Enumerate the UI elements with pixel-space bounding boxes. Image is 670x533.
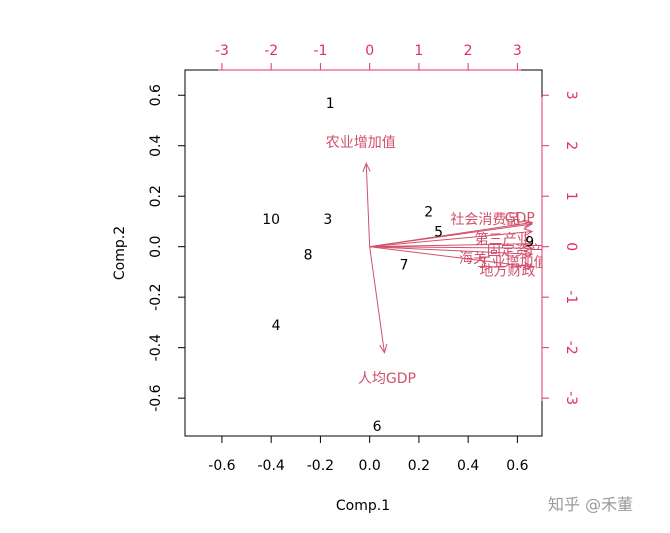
right-tick-label: -3	[563, 391, 579, 405]
loading-label: 地方财政	[480, 263, 536, 279]
x-tick-label: -0.4	[258, 458, 285, 474]
x-tick-label: 0.0	[359, 458, 381, 474]
right-tick-label: -2	[563, 341, 579, 355]
x-tick-label: 0.2	[408, 458, 430, 474]
observation-label: 9	[525, 235, 534, 251]
observation-label: 3	[323, 212, 332, 228]
y-tick-label: -0.6	[148, 384, 164, 411]
observation-label: 2	[424, 204, 433, 220]
loading-arrow	[369, 246, 533, 255]
y-axis-label: Comp.2	[112, 226, 128, 280]
loading-arrowhead	[523, 244, 534, 253]
y-tick-label: -0.2	[148, 284, 164, 311]
y-tick-label: 0.4	[148, 134, 164, 156]
loading-arrowhead	[523, 219, 534, 228]
observation-label: 8	[304, 247, 313, 263]
x-axis-label: Comp.1	[336, 498, 390, 514]
loading-arrow	[369, 246, 533, 249]
loading-label: GDP	[505, 210, 535, 226]
loading-arrow	[365, 163, 371, 247]
y-tick-label: -0.4	[148, 334, 164, 361]
x-tick-label: 0.4	[457, 458, 479, 474]
right-tick-label: -1	[563, 290, 579, 304]
top-tick-label: 2	[464, 43, 473, 59]
x-tick-label: -0.6	[208, 458, 235, 474]
observation-label: 7	[400, 257, 409, 273]
y-tick-label: 0.6	[148, 84, 164, 106]
right-tick-label: 2	[563, 141, 579, 150]
loading-arrow	[369, 223, 533, 248]
y-tick-label: 0.0	[148, 236, 164, 258]
loading-arrowhead	[379, 343, 388, 354]
right-tick-label: 0	[563, 242, 579, 251]
top-tick-label: -1	[313, 43, 327, 59]
loading-arrow	[369, 246, 385, 353]
watermark-text: 知乎 @禾董	[548, 495, 633, 514]
loading-arrowhead	[362, 162, 371, 172]
loading-arrowhead	[523, 261, 534, 270]
top-tick-label: 3	[513, 43, 522, 59]
loading-arrow	[369, 243, 533, 248]
loading-arrow	[369, 231, 533, 248]
right-tick-label: 1	[563, 192, 579, 201]
observation-label: 6	[373, 419, 382, 435]
observation-label: 4	[272, 318, 281, 334]
top-tick-label: -2	[264, 43, 278, 59]
loading-label: 海关	[459, 251, 487, 267]
y-tick-label: 0.2	[148, 185, 164, 207]
observation-label: 5	[434, 225, 443, 241]
loading-arrowhead	[523, 228, 534, 237]
loading-label: 农业增加值	[326, 135, 396, 151]
loading-label: 固定资产	[487, 244, 543, 260]
right-tick-label: 3	[563, 91, 579, 100]
loading-arrowhead	[523, 249, 534, 259]
loading-label: 社会消费品	[450, 212, 520, 228]
loading-label: 第三产业	[475, 231, 531, 248]
loading-label: 工业增加值	[477, 255, 547, 271]
loading-arrow	[369, 246, 533, 268]
loading-label: 人均GDP	[358, 371, 416, 387]
top-tick-label: 0	[365, 43, 374, 59]
loading-arrowhead	[523, 220, 534, 230]
observation-label: 10	[262, 212, 280, 228]
top-tick-label: 1	[414, 43, 423, 59]
x-tick-label: -0.2	[307, 458, 334, 474]
x-tick-label: 0.6	[506, 458, 528, 474]
top-tick-label: -3	[215, 43, 229, 59]
observation-label: 1	[326, 96, 335, 112]
